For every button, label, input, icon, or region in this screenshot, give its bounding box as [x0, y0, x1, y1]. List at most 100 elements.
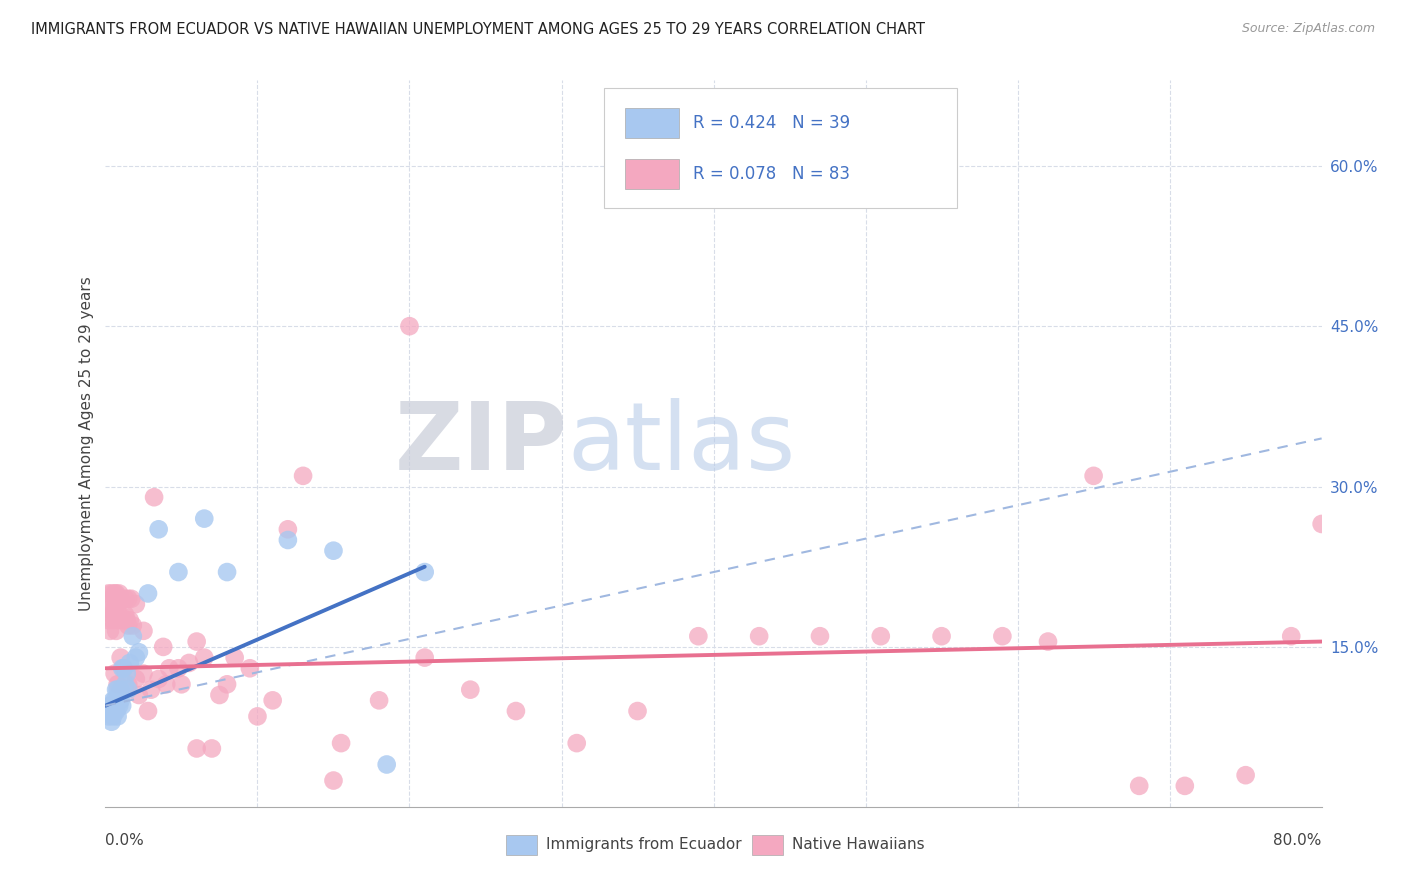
Point [322, 773, 344, 788]
Point [368, 693, 391, 707]
Point [101, 698, 124, 713]
Point [103, 693, 125, 707]
Point [186, 634, 208, 648]
Point [108, 607, 131, 622]
Point [118, 656, 141, 670]
Point [108, 586, 131, 600]
Point [117, 682, 139, 697]
Point [110, 682, 132, 697]
Point [105, 698, 128, 713]
Point [108, 688, 131, 702]
Point [1036, 634, 1059, 648]
Point [111, 613, 134, 627]
Point [1083, 468, 1105, 483]
Point [105, 624, 128, 638]
Point [136, 704, 159, 718]
Point [157, 661, 180, 675]
Point [152, 640, 174, 654]
Point [125, 650, 148, 665]
Point [100, 607, 122, 622]
Point [155, 677, 177, 691]
Text: atlas: atlas [568, 398, 796, 490]
Point [239, 661, 262, 675]
Point [114, 677, 136, 691]
Point [118, 613, 141, 627]
Point [167, 661, 190, 675]
Point [97, 613, 120, 627]
Point [413, 650, 436, 665]
FancyBboxPatch shape [605, 87, 956, 208]
Point [112, 613, 135, 627]
Y-axis label: Unemployment Among Ages 25 to 29 years: Unemployment Among Ages 25 to 29 years [79, 277, 94, 611]
Point [125, 597, 148, 611]
Point [98, 704, 121, 718]
Point [108, 698, 131, 713]
Point [98, 624, 121, 638]
Point [177, 656, 200, 670]
Point [688, 629, 710, 643]
Point [277, 522, 299, 536]
Point [458, 682, 481, 697]
Point [110, 693, 132, 707]
Point [869, 629, 891, 643]
Point [101, 613, 124, 627]
Point [97, 709, 120, 723]
Point [565, 736, 588, 750]
Point [1279, 629, 1302, 643]
Text: R = 0.424   N = 39: R = 0.424 N = 39 [693, 114, 851, 132]
Point [413, 565, 436, 579]
Point [100, 714, 122, 729]
Point [277, 533, 299, 547]
Point [505, 704, 527, 718]
Point [105, 704, 128, 718]
Point [103, 704, 125, 718]
Point [103, 698, 125, 713]
Point [808, 629, 831, 643]
Point [170, 677, 193, 691]
Text: Native Hawaiians: Native Hawaiians [792, 838, 924, 852]
Point [112, 661, 135, 675]
Point [136, 586, 159, 600]
Point [167, 565, 190, 579]
Point [115, 613, 138, 627]
Point [107, 613, 129, 627]
Point [97, 586, 120, 600]
Point [208, 688, 231, 702]
Point [193, 650, 215, 665]
Point [1234, 768, 1257, 782]
Point [128, 688, 150, 702]
Point [103, 602, 125, 616]
Point [107, 591, 129, 606]
Point [101, 602, 124, 616]
Point [105, 586, 128, 600]
Point [112, 661, 135, 675]
Point [132, 666, 155, 681]
Point [748, 629, 770, 643]
Point [117, 677, 139, 691]
Point [117, 591, 139, 606]
Point [246, 709, 269, 723]
Point [121, 629, 143, 643]
Point [125, 672, 148, 686]
Text: Immigrants from Ecuador: Immigrants from Ecuador [546, 838, 741, 852]
Point [626, 704, 648, 718]
Point [103, 666, 125, 681]
Point [110, 607, 132, 622]
Point [110, 650, 132, 665]
Point [114, 591, 136, 606]
Text: ZIP: ZIP [395, 398, 568, 490]
Point [100, 698, 122, 713]
Point [217, 677, 239, 691]
Text: IMMIGRANTS FROM ECUADOR VS NATIVE HAWAIIAN UNEMPLOYMENT AMONG AGES 25 TO 29 YEAR: IMMIGRANTS FROM ECUADOR VS NATIVE HAWAII… [31, 22, 925, 37]
Point [292, 468, 315, 483]
Text: Source: ZipAtlas.com: Source: ZipAtlas.com [1241, 22, 1375, 36]
Point [103, 586, 125, 600]
Point [148, 672, 170, 686]
Point [991, 629, 1014, 643]
Point [322, 543, 344, 558]
Point [193, 511, 215, 525]
Point [375, 757, 398, 772]
Point [107, 677, 129, 691]
Point [224, 650, 246, 665]
Point [139, 682, 162, 697]
